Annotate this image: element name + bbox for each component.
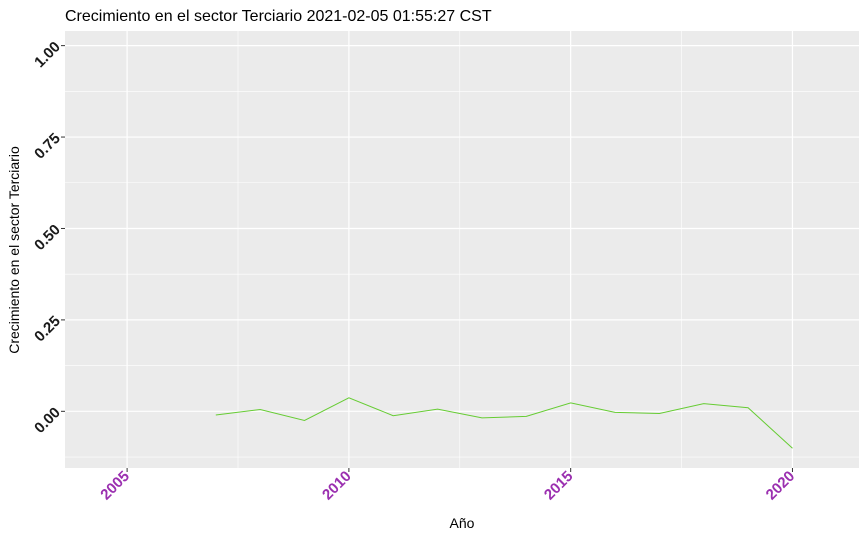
gridlines: [65, 31, 859, 468]
y-tick-label: 0.00: [31, 404, 64, 437]
series-line: [215, 397, 793, 449]
y-axis: 0.00 0.25 0.50 0.75 1.00: [31, 38, 65, 437]
y-tick-label: 0.75: [31, 130, 64, 163]
plot-panel: [65, 31, 859, 468]
chart-title: Crecimiento en el sector Terciario 2021-…: [65, 8, 492, 25]
y-tick-label: 0.25: [31, 313, 64, 346]
y-tick-label: 0.50: [31, 221, 64, 254]
y-axis-title: Crecimiento en el sector Terciario: [6, 146, 22, 354]
x-tick-label: 2005: [97, 468, 133, 504]
x-tick-label: 2020: [763, 468, 799, 504]
y-tick-label: 1.00: [31, 38, 64, 71]
x-axis: 2005 2010 2015 2020: [97, 468, 798, 504]
x-tick-label: 2015: [541, 468, 577, 504]
x-tick-label: 2010: [319, 468, 355, 504]
x-axis-title: Año: [450, 515, 475, 531]
